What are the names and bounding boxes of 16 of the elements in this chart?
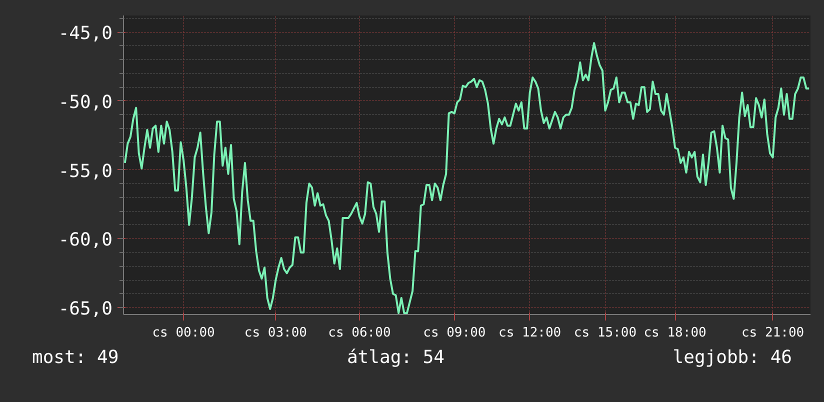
x-tick-label: cs 21:00 <box>741 326 804 340</box>
x-tick-label: cs 00:00 <box>152 326 215 340</box>
y-tick-label: -55,0 <box>58 160 113 182</box>
x-tick-label: cs 18:00 <box>644 326 706 340</box>
y-tick-label: -65,0 <box>58 298 113 320</box>
y-tick-label: -50,0 <box>58 92 113 113</box>
x-tick-label: cs 09:00 <box>423 326 486 340</box>
text: most: 49 <box>32 346 119 370</box>
y-tick-label: -45,0 <box>58 23 113 44</box>
text: legjobb: 46 <box>672 346 792 370</box>
text: átlag: 54 <box>346 346 445 370</box>
x-tick-label: cs 15:00 <box>574 326 637 340</box>
x-tick-label: cs 06:00 <box>328 326 391 340</box>
y-tick-label: -60,0 <box>58 230 113 251</box>
x-tick-label: cs 12:00 <box>498 326 562 340</box>
x-tick-label: cs 03:00 <box>244 326 308 340</box>
